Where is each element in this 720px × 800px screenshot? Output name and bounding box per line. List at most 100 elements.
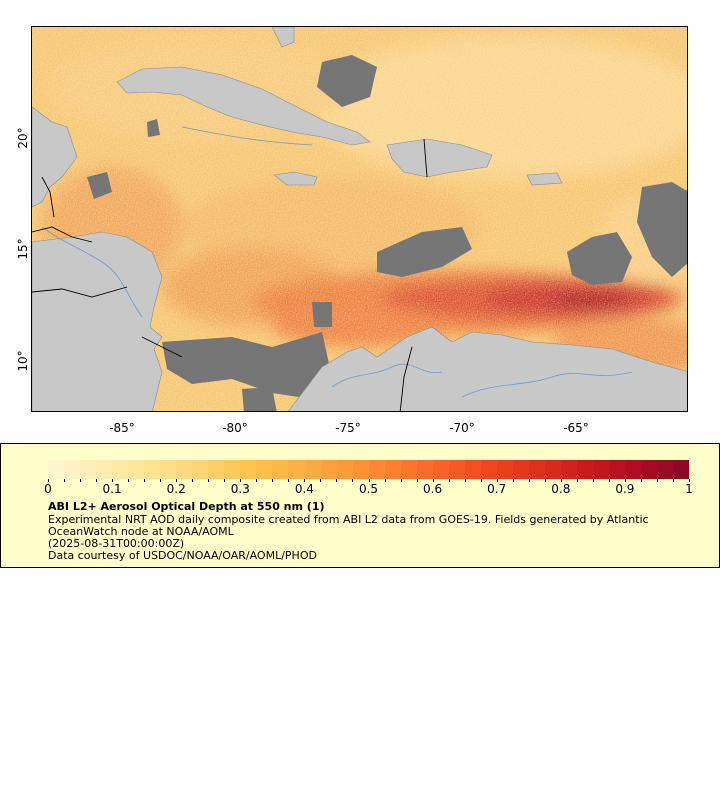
- lon-tick-label: -70°: [449, 421, 475, 435]
- colorbar-minor-tick: [352, 479, 354, 482]
- colorbar-tick-label: 0.4: [294, 482, 314, 496]
- colorbar-minor-tick: [672, 479, 674, 482]
- colorbar-swatch: [625, 460, 642, 479]
- colorbar-minor-tick: [160, 479, 162, 482]
- legend-date: (2025-08-31T00:00:00Z): [48, 537, 185, 550]
- colorbar-swatch: [528, 460, 545, 479]
- colorbar-tick-label: 0.6: [423, 482, 443, 496]
- colorbar-minor-tick: [240, 479, 242, 482]
- colorbar-minor-tick: [272, 479, 274, 482]
- colorbar-swatch: [384, 460, 401, 479]
- colorbar-minor-tick: [592, 479, 594, 482]
- colorbar-swatch: [112, 460, 129, 479]
- colorbar-swatch: [496, 460, 513, 479]
- colorbar-swatch: [272, 460, 289, 479]
- colorbar-swatch: [96, 460, 113, 479]
- colorbar-minor-tick: [560, 479, 562, 482]
- lat-tick-label: 15°: [16, 238, 30, 260]
- country-borders: [32, 138, 428, 411]
- colorbar-swatch: [160, 460, 177, 479]
- aod-map: [31, 26, 688, 412]
- colorbar-swatch: [64, 460, 81, 479]
- legend-panel: ABI L2+ Aerosol Optical Depth at 550 nm …: [0, 443, 720, 568]
- colorbar-minor-tick: [528, 479, 530, 482]
- colorbar-swatch: [512, 460, 529, 479]
- colorbar-swatch: [544, 460, 561, 479]
- colorbar-minor-tick: [640, 479, 642, 482]
- colorbar-minor-tick: [304, 479, 306, 482]
- colorbar-swatch: [48, 460, 65, 479]
- colorbar-swatch: [192, 460, 209, 479]
- colorbar-tick-label: 0.9: [615, 482, 635, 496]
- colorbar-swatch: [304, 460, 321, 479]
- lat-tick-label: 20°: [16, 127, 30, 149]
- colorbar-swatch: [352, 460, 369, 479]
- colorbar-swatch: [416, 460, 433, 479]
- colorbar-swatch: [609, 460, 626, 479]
- colorbar-minor-tick: [608, 479, 610, 482]
- colorbar-minor-tick: [656, 479, 658, 482]
- colorbar-minor-tick: [176, 479, 178, 482]
- colorbar-minor-tick: [192, 479, 194, 482]
- colorbar-minor-tick: [224, 479, 226, 482]
- colorbar-tick-label: 0.7: [487, 482, 507, 496]
- colorbar-swatch: [208, 460, 225, 479]
- colorbar-swatch: [561, 460, 578, 479]
- colorbar-tick-label: 1: [685, 482, 693, 496]
- colorbar-tick-label: 0: [44, 482, 52, 496]
- colorbar-minor-tick: [512, 479, 514, 482]
- colorbar-swatch: [288, 460, 305, 479]
- colorbar-minor-tick: [689, 479, 690, 482]
- colorbar-tick-label: 0.8: [551, 482, 571, 496]
- colorbar-minor-tick: [80, 479, 82, 482]
- lon-tick-label: -65°: [563, 421, 589, 435]
- colorbar-minor-tick: [416, 479, 418, 482]
- colorbar-minor-tick: [256, 479, 258, 482]
- colorbar-swatch: [336, 460, 353, 479]
- colorbar-swatch: [577, 460, 594, 479]
- colorbar-minor-tick: [112, 479, 114, 482]
- lon-tick-label: -85°: [109, 421, 135, 435]
- aod-colorbar: [48, 460, 690, 479]
- lat-tick-label: 10°: [16, 350, 30, 372]
- colorbar-swatch: [593, 460, 610, 479]
- colorbar-minor-tick: [144, 479, 146, 482]
- colorbar-swatch: [673, 460, 690, 479]
- colorbar-swatch: [641, 460, 658, 479]
- colorbar-swatch: [224, 460, 241, 479]
- colorbar-minor-tick: [496, 479, 498, 482]
- colorbar-tick-label: 0.2: [166, 482, 186, 496]
- colorbar-swatch: [80, 460, 97, 479]
- colorbar-swatch: [400, 460, 417, 479]
- legend-title: ABI L2+ Aerosol Optical Depth at 550 nm …: [48, 500, 325, 513]
- legend-credit: Data courtesy of USDOC/NOAA/OAR/AOML/PHO…: [48, 549, 317, 562]
- colorbar-swatch: [240, 460, 257, 479]
- colorbar-swatch: [657, 460, 674, 479]
- colorbar-swatch: [144, 460, 161, 479]
- colorbar-minor-tick: [96, 479, 98, 482]
- colorbar-minor-tick: [208, 479, 210, 482]
- colorbar-minor-tick: [432, 479, 434, 482]
- lon-tick-label: -80°: [222, 421, 248, 435]
- colorbar-minor-tick: [480, 479, 482, 482]
- colorbar-minor-tick: [544, 479, 546, 482]
- lon-tick-label: -75°: [335, 421, 361, 435]
- colorbar-tick-label: 0.1: [102, 482, 122, 496]
- colorbar-minor-tick: [576, 479, 578, 482]
- colorbar-minor-tick: [288, 479, 290, 482]
- colorbar-minor-tick: [464, 479, 466, 482]
- colorbar-swatch: [480, 460, 497, 479]
- colorbar-swatch: [448, 460, 465, 479]
- legend-description: Experimental NRT AOD daily composite cre…: [48, 513, 649, 538]
- colorbar-minor-tick: [368, 479, 370, 482]
- colorbar-swatch: [368, 460, 385, 479]
- colorbar-swatch: [128, 460, 145, 479]
- colorbar-swatch: [256, 460, 273, 479]
- colorbar-minor-tick: [48, 479, 49, 482]
- colorbar-tick-label: 0.3: [230, 482, 250, 496]
- colorbar-minor-tick: [384, 479, 386, 482]
- colorbar-minor-tick: [64, 479, 66, 482]
- rivers: [41, 126, 633, 398]
- colorbar-swatch: [176, 460, 193, 479]
- colorbar-swatch: [464, 460, 481, 479]
